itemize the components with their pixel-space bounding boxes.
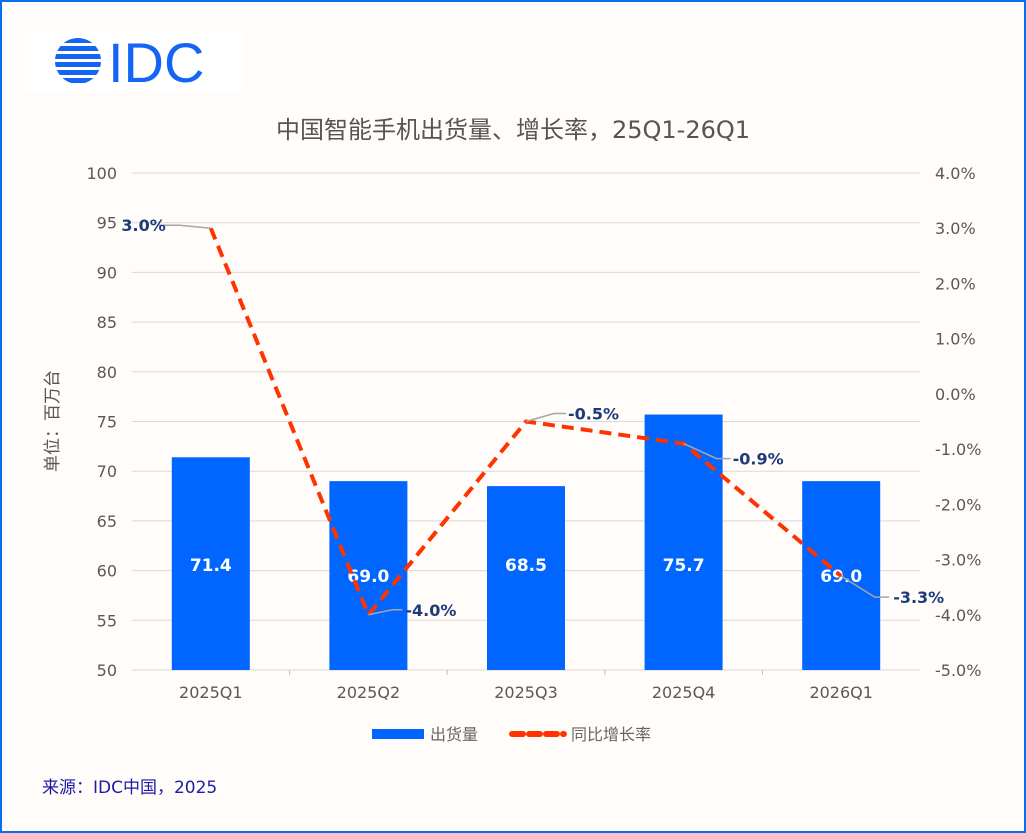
left-tick-label: 80 (97, 363, 117, 382)
bar (487, 486, 565, 670)
right-tick-label: 0.0% (935, 385, 976, 404)
right-tick-label: 3.0% (935, 219, 976, 238)
left-tick-label: 65 (97, 512, 117, 531)
left-tick-label: 75 (97, 413, 117, 432)
right-tick-label: 2.0% (935, 274, 976, 293)
bar-value-label: 68.5 (505, 556, 547, 576)
bar (644, 414, 723, 670)
leader-line (158, 224, 211, 229)
bar-value-label: 69.0 (347, 567, 389, 587)
chart-title: 中国智能手机出货量、增长率，25Q1-26Q1 (276, 116, 750, 144)
leader-line (840, 575, 890, 598)
growth-label: 3.0% (121, 216, 165, 235)
right-tick-label: -4.0% (935, 606, 981, 625)
left-tick-label: 85 (97, 313, 117, 332)
right-tick-label: -1.0% (935, 440, 981, 459)
logo-text: IDC (108, 31, 204, 94)
leader-line (683, 442, 731, 460)
right-tick-label: 4.0% (935, 164, 976, 183)
bar (329, 481, 408, 670)
category-label: 2026Q1 (809, 683, 873, 702)
category-label: 2025Q3 (494, 683, 558, 702)
right-tick-label: -2.0% (935, 495, 981, 514)
y-axis-label: 单位：百万台 (43, 370, 63, 472)
left-tick-label: 50 (97, 661, 117, 680)
left-tick-label: 70 (97, 462, 117, 481)
idc-logo: IDC (55, 31, 204, 94)
leader-line (368, 609, 403, 616)
bar (171, 457, 250, 670)
category-label: 2025Q2 (337, 683, 401, 702)
right-tick-label: -3.0% (935, 551, 981, 570)
legend-bar-label: 出货量 (430, 725, 478, 744)
growth-label: -4.0% (405, 601, 456, 620)
left-tick-label: 100 (86, 164, 117, 183)
left-tick-label: 55 (97, 611, 117, 630)
right-tick-label: 1.0% (935, 330, 976, 349)
right-tick-label: -5.0% (935, 661, 981, 680)
legend: 出货量 同比增长率 (372, 725, 651, 744)
source-note: 来源：IDC中国，2025 (42, 778, 218, 798)
category-label: 2025Q4 (652, 683, 716, 702)
left-tick-label: 60 (97, 562, 117, 581)
bar-value-label: 75.7 (663, 556, 705, 576)
legend-line-label: 同比增长率 (571, 725, 651, 744)
category-label: 2025Q1 (179, 683, 243, 702)
bar-value-label: 71.4 (190, 556, 232, 576)
growth-label: -3.3% (893, 588, 944, 607)
left-tick-label: 95 (97, 214, 117, 233)
left-tick-label: 90 (97, 263, 117, 282)
legend-bar-swatch (372, 729, 424, 739)
growth-label: -0.9% (733, 450, 784, 469)
leader-line (525, 412, 566, 423)
growth-label: -0.5% (568, 405, 619, 424)
